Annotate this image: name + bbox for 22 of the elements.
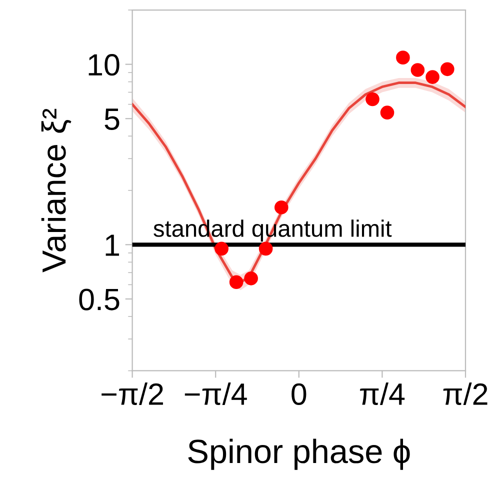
x-tick-label: π/4 — [360, 382, 405, 405]
y-axis-title: Variance ξ² — [41, 108, 72, 272]
point — [274, 200, 288, 214]
y-tick-label: 5 — [104, 108, 120, 130]
point — [214, 242, 228, 256]
point — [426, 70, 440, 84]
y-tick-label: 1 — [106, 234, 120, 256]
x-axis-title: Spinor phase ϕ — [188, 438, 410, 470]
point — [440, 62, 454, 76]
point — [229, 275, 244, 290]
x-tick-label: 0 — [292, 383, 306, 405]
x-tick-label: −π/4 — [184, 382, 247, 405]
point — [244, 272, 258, 286]
x-tick-label: −π/2 — [102, 382, 163, 405]
point — [258, 242, 273, 256]
point — [380, 106, 394, 120]
x-tick-label: π/2 — [443, 382, 488, 405]
point — [366, 92, 380, 106]
y-tick-label: 0.5 — [79, 288, 120, 310]
y-tick-label: 10 — [88, 54, 120, 76]
point — [410, 63, 425, 77]
point — [396, 50, 410, 64]
